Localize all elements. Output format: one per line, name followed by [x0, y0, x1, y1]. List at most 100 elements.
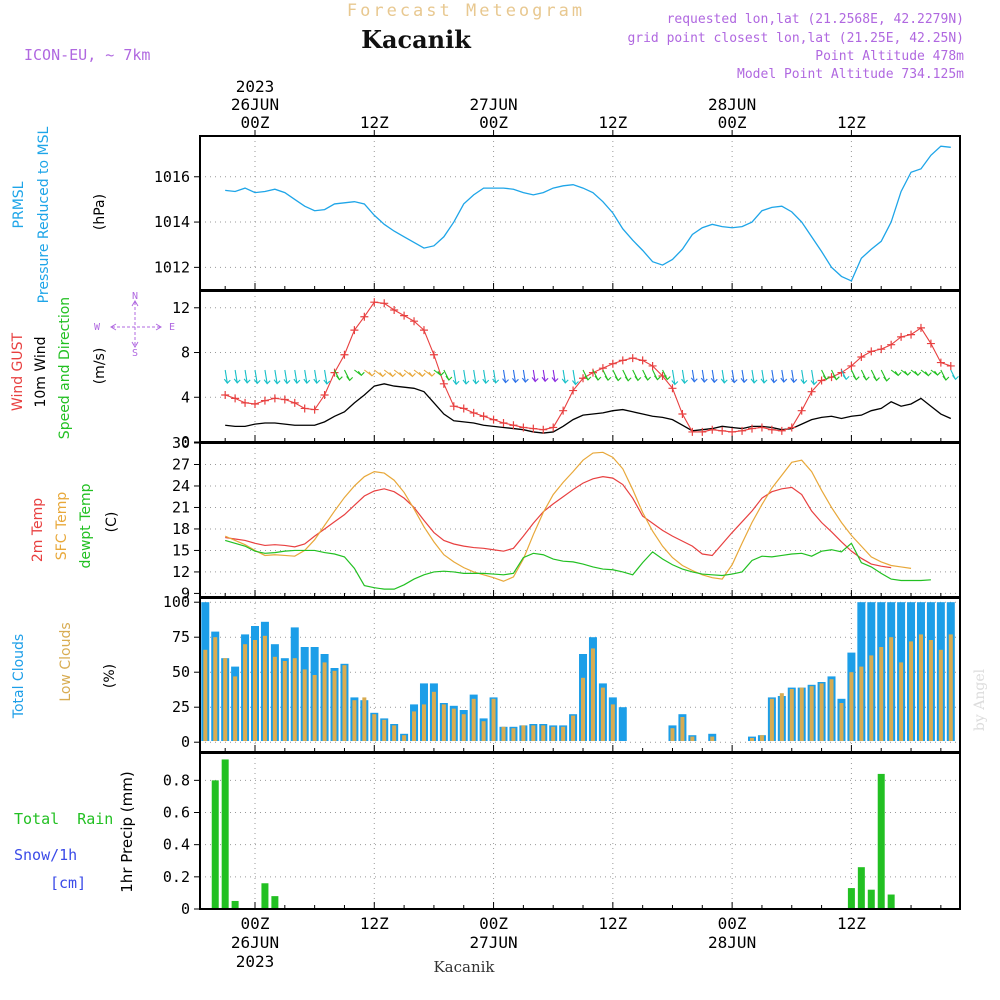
top-time-label: 00Z	[718, 113, 747, 132]
wind-arrow	[313, 369, 321, 384]
gust-marker	[251, 399, 259, 408]
wind-arrow	[233, 369, 241, 384]
wind-arrow	[482, 369, 490, 384]
wind-arrow	[413, 369, 426, 378]
gust-marker	[489, 415, 498, 424]
series-dewpt-temp	[225, 539, 931, 590]
wind-arrow	[364, 369, 376, 377]
bottom-time-label: 00Z	[479, 914, 508, 933]
wind-arrow	[323, 369, 331, 385]
bar-low-clouds	[302, 669, 307, 741]
bar-low-clouds	[909, 641, 914, 741]
bar-low-clouds	[471, 698, 476, 741]
panel-4: 0 0.2 0.4 0.6 0.8	[163, 752, 961, 918]
bar-low-clouds	[233, 676, 238, 741]
gust-marker	[469, 408, 478, 417]
gust-marker	[867, 347, 876, 356]
gust-marker	[221, 391, 230, 400]
bar-low-clouds	[809, 686, 814, 741]
bar-low-clouds	[610, 704, 615, 741]
wind-arrow	[512, 369, 519, 384]
wind-arrow	[521, 369, 529, 383]
panel-1: 0 4 8 12	[172, 290, 961, 451]
gust-marker	[579, 374, 588, 383]
temp-label-a: 2m Temp	[30, 498, 46, 562]
temp-labels: 2m Temp SFC Temp dewpt Temp (C)	[30, 483, 120, 568]
bar-low-clouds	[243, 644, 248, 741]
bar-low-clouds	[759, 735, 764, 741]
bar-low-clouds	[223, 658, 228, 741]
y-tick-label: 30	[172, 434, 190, 452]
bar-low-clouds	[600, 687, 605, 741]
wind-arrow	[283, 369, 291, 385]
bar-rain	[887, 894, 895, 909]
wind-arrow	[243, 369, 251, 384]
wind-arrow	[662, 369, 671, 381]
wind-arrow	[602, 369, 612, 382]
bar-low-clouds	[322, 662, 327, 741]
bar-low-clouds	[282, 661, 287, 741]
y-tick-label: 50	[172, 663, 190, 681]
gust-marker	[330, 368, 339, 377]
gust-marker	[738, 426, 747, 435]
bottom-time-label: 2023	[236, 952, 275, 971]
bar-rain	[221, 759, 229, 909]
wind-arrow	[293, 369, 301, 384]
gust-marker	[290, 398, 299, 407]
gust-marker	[628, 354, 637, 363]
gust-marker	[549, 423, 558, 432]
bar-low-clouds	[491, 698, 496, 741]
y-tick-label: 21	[172, 498, 190, 516]
wind-arrow	[920, 369, 932, 377]
temp-unit: (C)	[104, 512, 120, 533]
bar-low-clouds	[590, 648, 595, 741]
y-tick-label: 0	[181, 900, 190, 918]
wind-arrow	[740, 369, 748, 384]
wind-arrow	[710, 369, 718, 384]
gust-marker	[340, 350, 349, 359]
wind-arrow	[940, 369, 950, 381]
precip-label-c: [cm]	[50, 874, 86, 892]
wind-arrow	[890, 369, 902, 377]
bar-low-clouds	[750, 738, 754, 741]
compass-w: W	[94, 322, 101, 333]
bar-low-clouds	[670, 728, 675, 741]
y-tick-label: 0.2	[163, 868, 190, 886]
bar-low-clouds	[521, 725, 526, 741]
wind-arrow	[383, 369, 397, 378]
bar-low-clouds	[412, 711, 417, 741]
gust-marker	[887, 340, 896, 349]
bottom-time-label: 26JUN	[231, 933, 279, 952]
cloud-labels: Total Clouds Low Clouds (%)	[11, 622, 118, 719]
bar-low-clouds	[262, 635, 267, 741]
bar-low-clouds	[451, 708, 456, 741]
gust-marker	[519, 423, 528, 432]
top-time-label: 27JUN	[469, 95, 517, 114]
bar-rain	[271, 896, 279, 909]
wind-arrow	[582, 369, 592, 381]
wind-arrow	[780, 369, 788, 383]
wind-arrow	[334, 369, 343, 381]
pressure-label-a: PRMSL	[11, 181, 27, 228]
top-time-label: 12Z	[598, 113, 627, 132]
gust-marker	[588, 368, 597, 377]
wind-arrow	[572, 369, 579, 386]
wind-label-a: Wind GUST	[10, 332, 26, 411]
bar-low-clouds	[710, 736, 715, 741]
wind-arrow	[253, 369, 261, 385]
gust-marker	[370, 298, 379, 307]
gust-marker	[241, 398, 250, 407]
wind-arrow	[502, 369, 509, 384]
wind-arrow	[622, 369, 632, 382]
bar-total-clouds	[618, 707, 627, 741]
requested-coords: requested lon,lat (21.2568E, 42.2279N)	[667, 12, 964, 27]
bar-rain	[211, 780, 219, 909]
bar-low-clouds	[253, 640, 257, 741]
wind-arrow	[273, 369, 281, 385]
bar-low-clouds	[779, 693, 784, 741]
bottom-time-label: 00Z	[241, 914, 270, 933]
y-tick-label: 0.8	[163, 771, 190, 789]
gust-marker	[648, 361, 657, 370]
bar-low-clouds	[690, 736, 695, 741]
bar-low-clouds	[928, 640, 933, 741]
